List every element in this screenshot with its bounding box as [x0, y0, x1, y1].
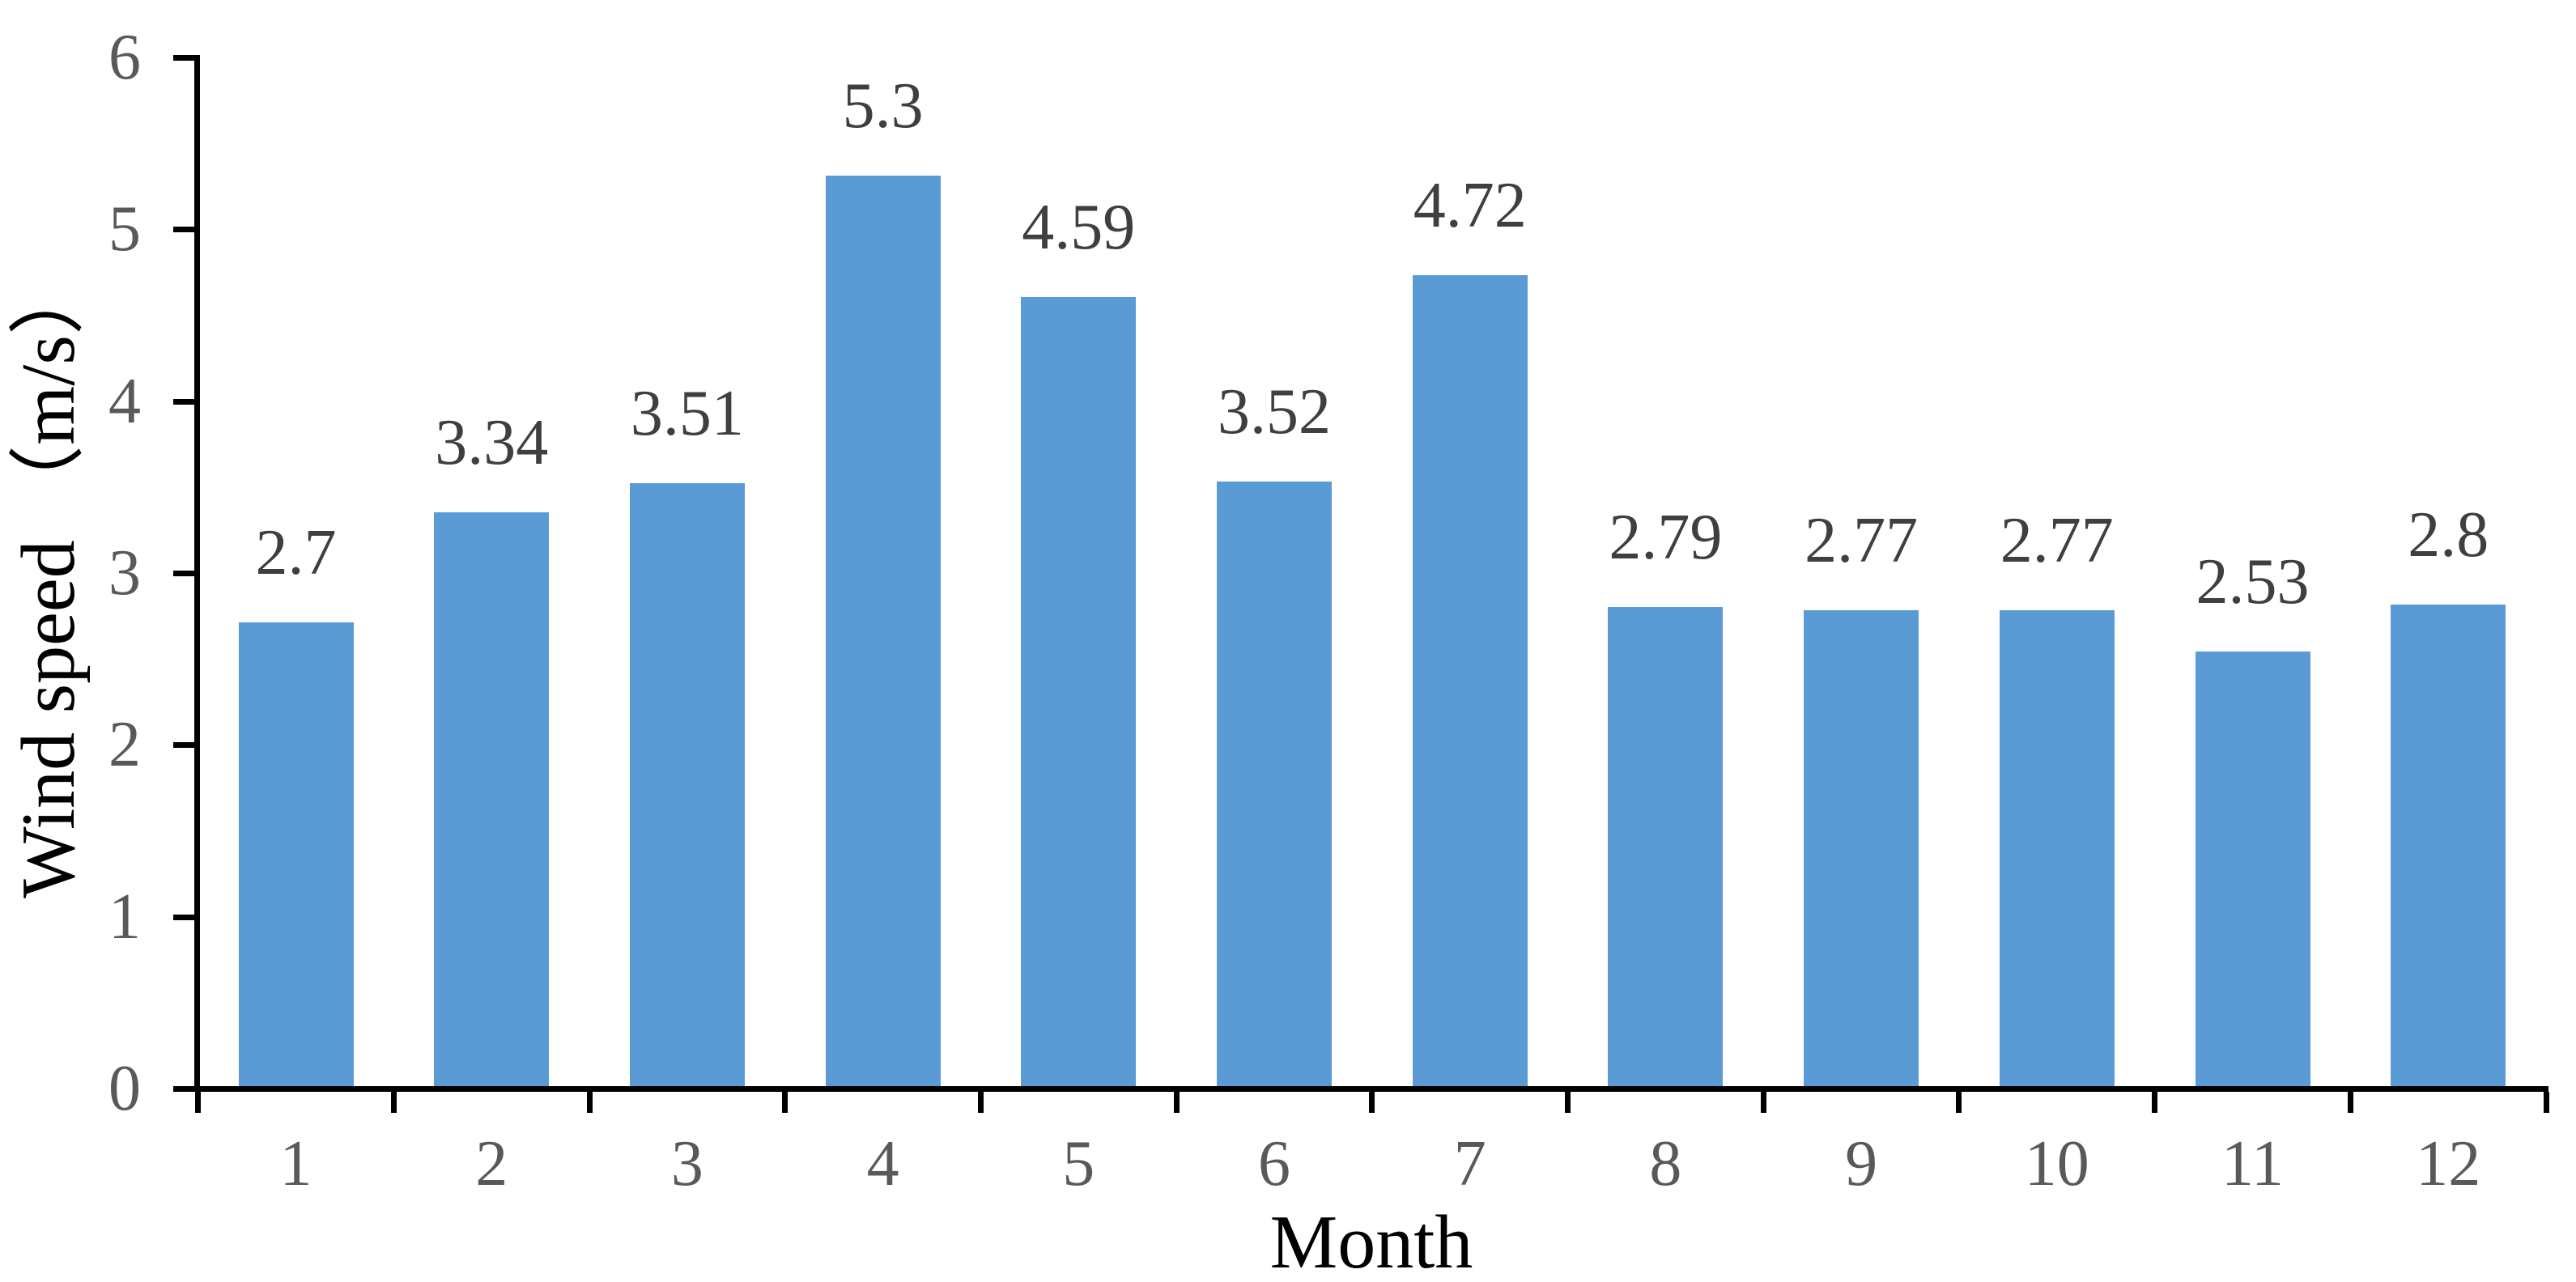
y-axis-line — [194, 55, 200, 1092]
bar-value-label: 2.79 — [1609, 501, 1723, 573]
x-tick-label: 12 — [2416, 1128, 2481, 1199]
x-tick-label: 7 — [1453, 1128, 1486, 1199]
x-tick-mark — [1173, 1092, 1180, 1113]
bar-month-1 — [238, 622, 354, 1086]
x-tick-mark — [1565, 1092, 1571, 1113]
x-tick-label: 9 — [1845, 1128, 1878, 1199]
x-tick-mark — [195, 1092, 202, 1113]
bar-value-label: 4.72 — [1413, 169, 1527, 241]
x-tick-mark — [782, 1092, 789, 1113]
x-tick-label: 6 — [1258, 1128, 1290, 1199]
x-tick-mark — [2543, 1092, 2549, 1113]
y-tick-mark — [173, 742, 194, 749]
y-tick-mark — [173, 914, 194, 920]
x-tick-mark — [390, 1092, 397, 1113]
x-tick-label: 8 — [1649, 1128, 1682, 1199]
bar-value-label: 5.3 — [842, 70, 924, 142]
x-tick-mark — [977, 1092, 984, 1113]
y-tick-label: 0 — [108, 1053, 141, 1124]
bar-value-label: 3.52 — [1218, 376, 1331, 448]
y-tick-mark — [173, 227, 194, 233]
bar-value-label: 3.34 — [435, 406, 549, 478]
y-tick-label: 2 — [108, 709, 141, 781]
bar-month-8 — [1608, 606, 1724, 1086]
bar-month-6 — [1217, 481, 1332, 1086]
x-tick-mark — [2152, 1092, 2158, 1113]
y-tick-mark — [173, 571, 194, 576]
x-tick-mark — [1760, 1092, 1766, 1113]
y-tick-label: 4 — [108, 365, 141, 437]
bar-value-label: 2.77 — [2000, 504, 2114, 576]
x-tick-label: 1 — [279, 1128, 312, 1199]
bar-value-label: 3.51 — [630, 377, 744, 449]
bar-month-12 — [2391, 605, 2506, 1086]
x-tick-mark — [1956, 1092, 1962, 1113]
x-tick-label: 4 — [866, 1128, 899, 1199]
bar-month-9 — [1804, 609, 1919, 1086]
y-tick-label: 6 — [108, 22, 141, 93]
bar-value-label: 2.7 — [255, 516, 337, 588]
bar-month-5 — [1021, 297, 1137, 1086]
y-tick-label: 3 — [108, 537, 141, 609]
bar-month-7 — [1412, 274, 1528, 1086]
bar-value-label: 2.8 — [2408, 499, 2489, 571]
y-tick-label: 5 — [108, 193, 141, 265]
x-tick-label: 3 — [670, 1128, 704, 1199]
x-tick-mark — [1369, 1092, 1375, 1113]
y-tick-mark — [173, 398, 194, 405]
y-tick-label: 1 — [108, 881, 141, 953]
x-axis-line — [194, 1086, 2549, 1092]
bar-month-3 — [629, 482, 745, 1086]
x-tick-label: 10 — [2024, 1128, 2089, 1199]
x-axis-title: Month — [1269, 1200, 1473, 1282]
bar-value-label: 4.59 — [1022, 192, 1136, 264]
x-tick-label: 5 — [1062, 1128, 1095, 1199]
bar-value-label: 2.53 — [2196, 545, 2310, 618]
x-tick-mark — [2347, 1092, 2353, 1113]
x-tick-label: 11 — [2221, 1128, 2285, 1199]
bar-month-10 — [1999, 609, 2115, 1086]
y-tick-mark — [173, 55, 194, 61]
bar-month-11 — [2195, 651, 2310, 1086]
y-tick-mark — [173, 1086, 194, 1092]
bar-value-label: 2.77 — [1804, 504, 1919, 576]
x-tick-label: 2 — [475, 1128, 508, 1199]
x-tick-mark — [586, 1092, 593, 1113]
bar-month-2 — [434, 512, 550, 1086]
bar-month-4 — [825, 175, 941, 1086]
